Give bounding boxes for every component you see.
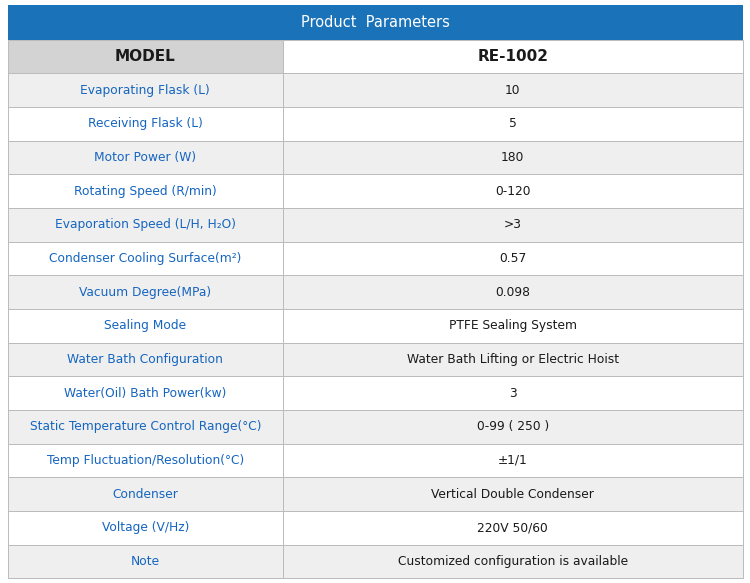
Bar [8, 343, 284, 377]
Bar [284, 511, 742, 545]
Text: 10: 10 [505, 83, 520, 97]
Text: 0-99 ( 250 ): 0-99 ( 250 ) [477, 420, 549, 433]
Text: Condenser Cooling Surface(m²): Condenser Cooling Surface(m²) [50, 252, 242, 265]
Bar [8, 141, 284, 174]
Bar [284, 477, 742, 511]
Text: Evaporation Speed (L/H, H₂O): Evaporation Speed (L/H, H₂O) [55, 218, 236, 231]
Bar [284, 73, 742, 107]
Text: Note: Note [130, 555, 160, 568]
Text: 0-120: 0-120 [495, 185, 530, 198]
Text: Temp Fluctuation/Resolution(°C): Temp Fluctuation/Resolution(°C) [46, 454, 244, 467]
Bar [8, 40, 284, 73]
Bar [284, 40, 742, 73]
Text: Customized configuration is available: Customized configuration is available [398, 555, 628, 568]
Text: Rotating Speed (R/min): Rotating Speed (R/min) [74, 185, 217, 198]
Bar [8, 377, 284, 410]
Text: Condenser: Condenser [112, 487, 178, 501]
Bar [8, 5, 742, 40]
Bar [284, 309, 742, 343]
Text: 0.57: 0.57 [500, 252, 526, 265]
Bar [8, 241, 284, 275]
Bar [284, 174, 742, 208]
Bar [284, 377, 742, 410]
Text: MODEL: MODEL [115, 49, 176, 64]
Bar [8, 477, 284, 511]
Bar [284, 208, 742, 241]
Text: RE-1002: RE-1002 [477, 49, 548, 64]
Bar [8, 107, 284, 141]
Text: Vertical Double Condenser: Vertical Double Condenser [431, 487, 594, 501]
Bar [284, 410, 742, 444]
Text: PTFE Sealing System: PTFE Sealing System [448, 319, 577, 332]
Bar [284, 107, 742, 141]
Text: >3: >3 [504, 218, 522, 231]
Bar [284, 275, 742, 309]
Text: 180: 180 [501, 151, 524, 164]
Text: Sealing Mode: Sealing Mode [104, 319, 186, 332]
Bar [8, 511, 284, 545]
Bar [284, 141, 742, 174]
Text: ±1/1: ±1/1 [498, 454, 528, 467]
Bar [8, 410, 284, 444]
Bar [284, 444, 742, 477]
Text: Product  Parameters: Product Parameters [301, 15, 449, 30]
Text: Voltage (V/Hz): Voltage (V/Hz) [102, 521, 189, 535]
Text: 220V 50/60: 220V 50/60 [478, 521, 548, 535]
Text: Receiving Flask (L): Receiving Flask (L) [88, 117, 202, 131]
Text: Evaporating Flask (L): Evaporating Flask (L) [80, 83, 210, 97]
Text: Vacuum Degree(MPa): Vacuum Degree(MPa) [80, 286, 212, 298]
Bar [8, 275, 284, 309]
Bar [8, 309, 284, 343]
Bar [284, 343, 742, 377]
Bar [8, 545, 284, 578]
Text: 3: 3 [509, 387, 517, 400]
Bar [8, 444, 284, 477]
Text: 0.098: 0.098 [495, 286, 530, 298]
Text: 5: 5 [509, 117, 517, 131]
Bar [284, 241, 742, 275]
Bar [8, 174, 284, 208]
Text: Motor Power (W): Motor Power (W) [94, 151, 196, 164]
Bar [284, 545, 742, 578]
Text: Static Temperature Control Range(°C): Static Temperature Control Range(°C) [29, 420, 261, 433]
Bar [8, 208, 284, 241]
Text: Water(Oil) Bath Power(kw): Water(Oil) Bath Power(kw) [64, 387, 226, 400]
Bar [8, 73, 284, 107]
Text: Water Bath Lifting or Electric Hoist: Water Bath Lifting or Electric Hoist [406, 353, 619, 366]
Text: Water Bath Configuration: Water Bath Configuration [68, 353, 224, 366]
